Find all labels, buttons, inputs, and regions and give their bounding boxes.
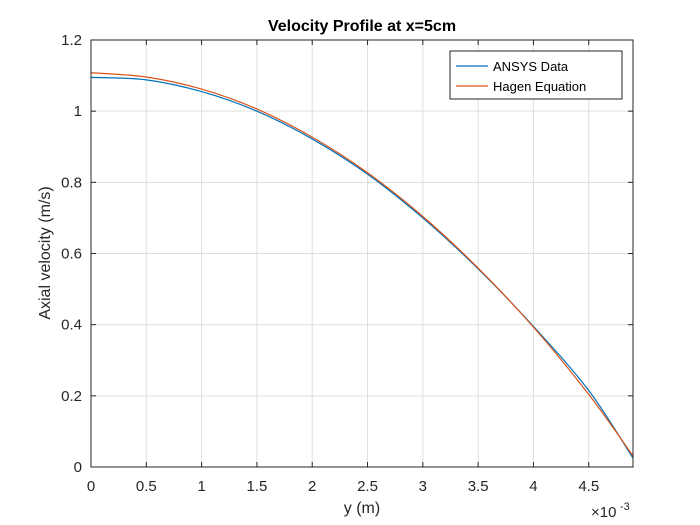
y-tick-label: 1 — [74, 103, 82, 120]
ticks — [90, 39, 633, 468]
x-axis-label: y (m) — [344, 500, 380, 517]
y-tick-label: 0.6 — [61, 246, 82, 263]
chart-title: Velocity Profile at x=5cm — [268, 18, 456, 35]
legend-label-hagen-equation: Hagen Equation — [493, 79, 586, 94]
x-exponent-base: ×10 — [591, 504, 616, 521]
y-axis-label: Axial velocity (m/s) — [37, 186, 54, 319]
series-line-ansys-data — [90, 76, 634, 459]
tick-labels: 0 0.5 1 1.5 2 2.5 3 3.5 4 4.5 0 0.2 0.4 0.6 0.8 1 1.2 — [61, 32, 599, 495]
x-tick-label: 0 — [87, 478, 95, 495]
x-exponent-power: -3 — [620, 501, 630, 513]
x-tick-label: 3.5 — [468, 478, 489, 495]
y-tick-label: 0 — [74, 459, 82, 476]
y-tick-label: 0.2 — [61, 388, 82, 405]
x-tick-label: 1 — [197, 478, 205, 495]
series-group — [90, 72, 634, 459]
grid — [91, 40, 633, 467]
x-tick-label: 0.5 — [136, 478, 157, 495]
legend-label-ansys-data: ANSYS Data — [493, 59, 569, 74]
x-tick-label: 2.5 — [357, 478, 378, 495]
x-tick-label: 4 — [529, 478, 537, 495]
x-tick-label: 3 — [419, 478, 427, 495]
x-tick-label: 1.5 — [246, 478, 267, 495]
x-tick-label: 2 — [308, 478, 316, 495]
legend-box — [449, 50, 623, 100]
legend: ANSYS Data Hagen Equation — [449, 50, 623, 100]
y-tick-label: 0.8 — [61, 174, 82, 191]
series-line-hagen-equation — [90, 72, 634, 457]
y-tick-label: 0.4 — [61, 317, 82, 334]
y-tick-label: 1.2 — [61, 32, 82, 49]
x-tick-label: 4.5 — [578, 478, 599, 495]
